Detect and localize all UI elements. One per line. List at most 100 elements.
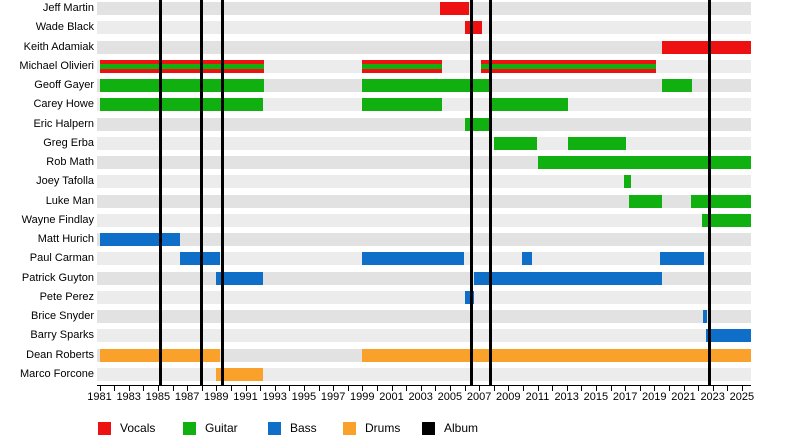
axis-tick [566,386,568,391]
legend-item-bass: Bass [268,422,358,435]
axis-tick [493,386,495,391]
timeline-bar-guitar [629,194,662,208]
axis-year-label: 1983 [116,391,141,403]
axis-year-label: 2011 [525,391,550,403]
axis-tick [683,386,685,391]
member-label: Brice Snyder [31,310,94,322]
member-label: Eric Halpern [33,117,94,130]
timeline-bar-guitar [537,156,751,169]
axis-year-label: 1985 [145,391,171,403]
row-band [97,213,751,227]
axis-tick [216,386,218,391]
axis-tick [712,386,714,391]
member-label: Wade Black [35,21,94,34]
row-band [97,329,751,343]
album-line [708,0,712,385]
axis-year-label: 2021 [671,391,696,403]
album-line [220,0,224,385]
member-label: Carey Howe [33,98,94,111]
axis-year-label: 2009 [496,391,521,403]
row-band [97,175,751,189]
timeline-bar-bass [473,271,662,285]
album-line [469,0,473,385]
axis-year-label: 2015 [583,391,609,403]
axis-tick [260,386,262,391]
timeline-bar-bass [362,252,465,266]
axis-tick [347,386,349,391]
axis-year-label: 2019 [642,391,667,403]
timeline-bar-guitar [661,79,693,92]
member-label: Michael Olivieri [19,59,94,72]
axis-tick [435,386,437,391]
axis-tick [303,386,305,391]
timeline-bar-bass [703,310,707,323]
row-band [97,117,751,131]
axis-year-label: 1989 [204,391,229,403]
legend-swatch-vocals [98,422,111,435]
axis-tick [537,386,539,391]
timeline-bar-guitar [623,175,631,189]
axis-year-label: 2007 [466,391,492,403]
row-band [97,194,751,208]
timeline-bar-vocals [661,40,751,54]
member-label: Pete Perez [39,290,94,303]
timeline-bar-vocals [439,2,469,15]
axis-tick [727,386,729,391]
axis-year-label: 1993 [262,391,287,403]
row-band [97,290,751,304]
timeline-bar-guitar [99,79,265,92]
row-band [97,40,751,54]
axis-tick [362,386,364,391]
member-label: Matt Hurich [37,233,94,245]
album-line [200,0,204,385]
row-band [97,2,751,15]
axis-tick [406,386,408,391]
timeline-bar-guitar [362,79,493,92]
axis-tick [230,386,232,391]
axis-tick [508,386,510,391]
axis-tick [187,386,189,391]
axis-year-label: 2023 [700,391,725,403]
timeline-bar-bass [179,252,220,266]
timeline-bar-vocals-guitar [99,59,265,73]
member-label: Joey Tafolla [36,175,94,188]
timeline-bar-bass [216,271,264,285]
axis-year-label: 2003 [408,391,433,403]
axis-tick [449,386,451,391]
timeline-bar-bass [522,252,532,266]
axis-tick [201,386,203,391]
timeline-bar-bass [706,329,751,343]
axis-tick [157,386,159,391]
row-band [97,136,751,150]
axis-tick [595,386,597,391]
axis-year-label: 2025 [729,391,755,403]
axis-year-label: 2017 [612,391,638,403]
legend-label: Vocals [120,421,156,435]
axis-year-label: 2001 [379,391,404,403]
member-label: Barry Sparks [30,329,94,342]
axis-year-label: 1991 [233,391,258,403]
timeline-bar-vocals-guitar [480,59,656,73]
axis-year-label: 2013 [554,391,579,403]
axis-tick [639,386,641,391]
axis-tick [581,386,583,391]
timeline-bar-guitar [568,136,626,150]
legend-label: Bass [290,421,317,435]
legend-label: Album [444,421,479,435]
legend-label: Guitar [205,421,238,435]
axis-tick [522,386,524,391]
axis-year-label: 2005 [437,391,463,403]
legend-label: Drums [365,421,401,435]
axis-tick [552,386,554,391]
axis-year-label: 1995 [291,391,317,403]
axis-tick [391,386,393,391]
axis-tick [625,386,627,391]
row-band [97,310,751,323]
member-label: Marco Forcone [20,367,94,380]
axis-tick [318,386,320,391]
timeline-bar-drums [216,367,264,381]
timeline-bar-guitar [702,213,751,227]
axis-tick [654,386,656,391]
member-label: Greg Erba [43,136,94,149]
